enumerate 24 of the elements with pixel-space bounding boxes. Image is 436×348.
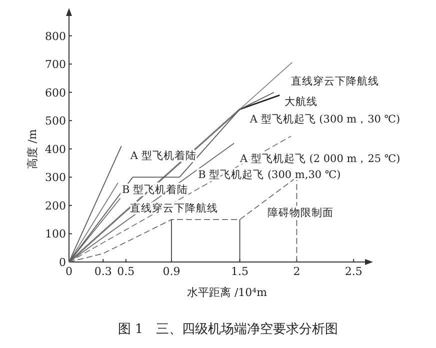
y-tick-label: 600	[45, 86, 66, 100]
text: 图 1 三、四级机场端净空要求分析图	[118, 322, 338, 337]
series-label: 大航线	[284, 95, 318, 108]
series-label: A 型飞机起飞 (2 000 m，25 ℃)	[239, 153, 400, 166]
x-tick-label: 0.5	[117, 265, 135, 278]
y-tick-label: 200	[45, 199, 66, 212]
series-label: B 型飞机起飞 (300 m,30 ℃)	[198, 169, 341, 182]
x-tick-label: 2	[293, 265, 300, 278]
y-tick-label: 400	[45, 142, 66, 156]
x-tick-label: 2.5	[344, 265, 362, 278]
series-label: 直线穿云下降航线	[130, 201, 218, 214]
y-axis-title: 高度 /m	[26, 128, 39, 169]
x-tick-label: 1.5	[231, 265, 249, 278]
y-tick-label: 0	[59, 256, 66, 269]
y-tick-label: 700	[45, 58, 66, 72]
y-tick-label: 300	[45, 171, 66, 184]
y-tick-label: 800	[45, 30, 66, 43]
y-tick-label: 100	[45, 228, 66, 241]
x-tick-label: 0.9	[162, 265, 180, 278]
x-tick-label: 0.3	[94, 265, 112, 278]
series-label: 直线穿云下降航线	[291, 74, 380, 88]
x-axis-title: 水平距离 /10⁴m	[186, 286, 268, 299]
series-label: A 型飞机起飞 (300 m，30 ℃)	[248, 113, 400, 126]
y-tick-label: 500	[45, 114, 66, 128]
